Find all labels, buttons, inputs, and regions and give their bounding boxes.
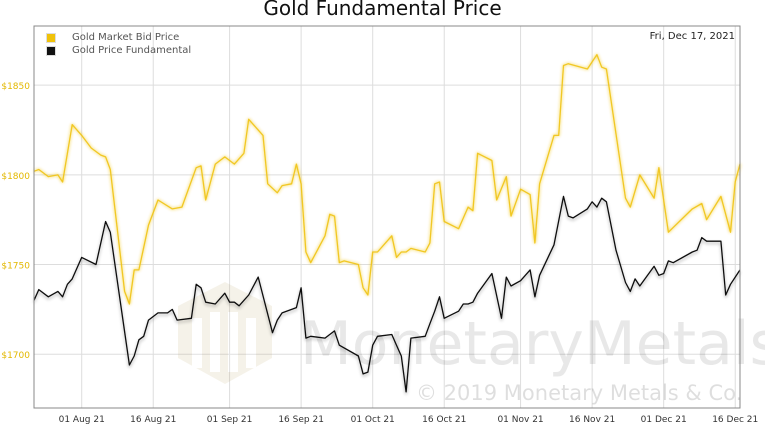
x-tick-label: 16 Dec 21 [712,415,758,425]
watermark: MonetaryMetals © 2019 Monetary Metals & … [178,282,765,405]
series-gold-market-bid-price [33,54,741,305]
series-line [33,195,741,393]
x-tick-label: 01 Dec 21 [641,415,687,425]
x-tick-label: 01 Aug 21 [59,415,105,425]
chart-title: Gold Fundamental Price [263,0,502,20]
legend-swatch [46,45,56,56]
legend-item-bid[interactable]: Gold Market Bid Price [46,31,191,44]
y-tick-label: $1800 [1,172,30,182]
copyright-text: © 2019 Monetary Metals & Co. [416,381,742,405]
series-gold-price-fundamental [33,195,741,393]
x-tick-label: 01 Sep 21 [207,415,253,425]
watermark-text: MonetaryMetals [300,309,765,379]
y-axis: $1700 $1750 $1800 $1850 [1,82,30,361]
y-tick-label: $1700 [1,351,30,361]
monetary-metals-logo [178,282,272,384]
plot-border [33,25,741,409]
legend-item-fundamental[interactable]: Gold Price Fundamental [46,44,191,57]
legend: Gold Market Bid Price Gold Price Fundame… [46,31,191,57]
legend-swatch [46,32,56,43]
series-group [33,54,741,393]
series-line [33,54,741,305]
x-tick-label: 01 Nov 21 [497,415,543,425]
legend-label: Gold Price Fundamental [72,45,192,56]
x-tick-label: 16 Aug 21 [130,415,176,425]
x-axis: 01 Aug 21 16 Aug 21 01 Sep 21 16 Sep 21 01 O… [59,415,759,425]
y-tick-label: $1850 [1,82,30,92]
x-tick-label: 01 Oct 21 [351,415,395,425]
x-tick-label: 16 Sep 21 [278,415,324,425]
date-label: Fri, Dec 17, 2021 [649,31,735,42]
x-tick-label: 16 Nov 21 [569,415,615,425]
y-tick-label: $1750 [1,262,30,272]
x-tick-label: 16 Oct 21 [422,415,466,425]
legend-label: Gold Market Bid Price [72,32,180,43]
